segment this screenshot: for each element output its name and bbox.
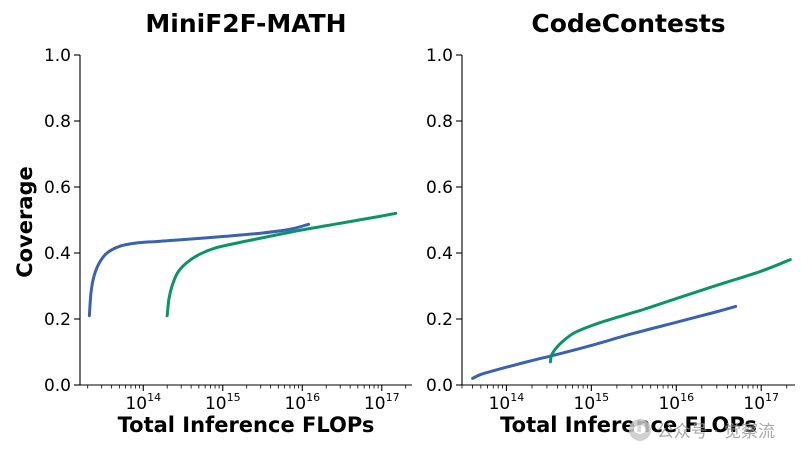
series-line-blue [471,304,738,380]
chart-panel-2: CodeContests 0.0 0.2 0.4 0.6 0.8 1.0 1014 1015 10… [426,9,795,437]
x-tick-label: 1016 [284,391,320,414]
x-tick-label: 1017 [743,391,779,414]
chart-panel-1: MiniF2F-MATH 0.0 0.2 0.4 0.6 0.8 1.0 1014 1015 10… [13,9,412,437]
x-tick-label: 1015 [205,391,241,414]
x-tick-label: 1014 [489,391,525,414]
y-tick-label: 0.0 [44,376,71,396]
y-axis-label: Coverage [13,166,37,278]
y-tick-label: 0.8 [44,112,71,132]
y-tick-label: 0.2 [44,310,71,330]
x-axis-label: Total Inference FLOPs [500,413,757,437]
watermark-text: 公众号 · 觉察流 [656,422,775,442]
y-tick-label: 0.0 [426,376,453,396]
watermark: 公众号 · 觉察流 [628,417,775,442]
y-tick-label: 0.6 [44,178,71,198]
series-line-green [165,211,398,318]
x-tick-label: 1015 [574,391,610,414]
x-axis-label: Total Inference FLOPs [118,413,375,437]
wechat-icon [628,418,651,441]
y-tick-label: 0.4 [44,244,71,264]
series-line-blue [87,222,311,318]
x-tick-label: 1017 [364,391,400,414]
y-tick-label: 0.6 [426,178,453,198]
series-line-green [548,258,792,364]
chart-title: CodeContests [531,9,725,38]
y-tick-label: 0.4 [426,244,453,264]
x-tick-label: 1016 [658,391,694,414]
chart-title: MiniF2F-MATH [145,9,346,38]
y-tick-label: 0.2 [426,310,453,330]
y-tick-label: 1.0 [44,46,71,66]
y-tick-label: 1.0 [426,46,453,66]
y-tick-label: 0.8 [426,112,453,132]
x-tick-label: 1014 [125,391,161,414]
